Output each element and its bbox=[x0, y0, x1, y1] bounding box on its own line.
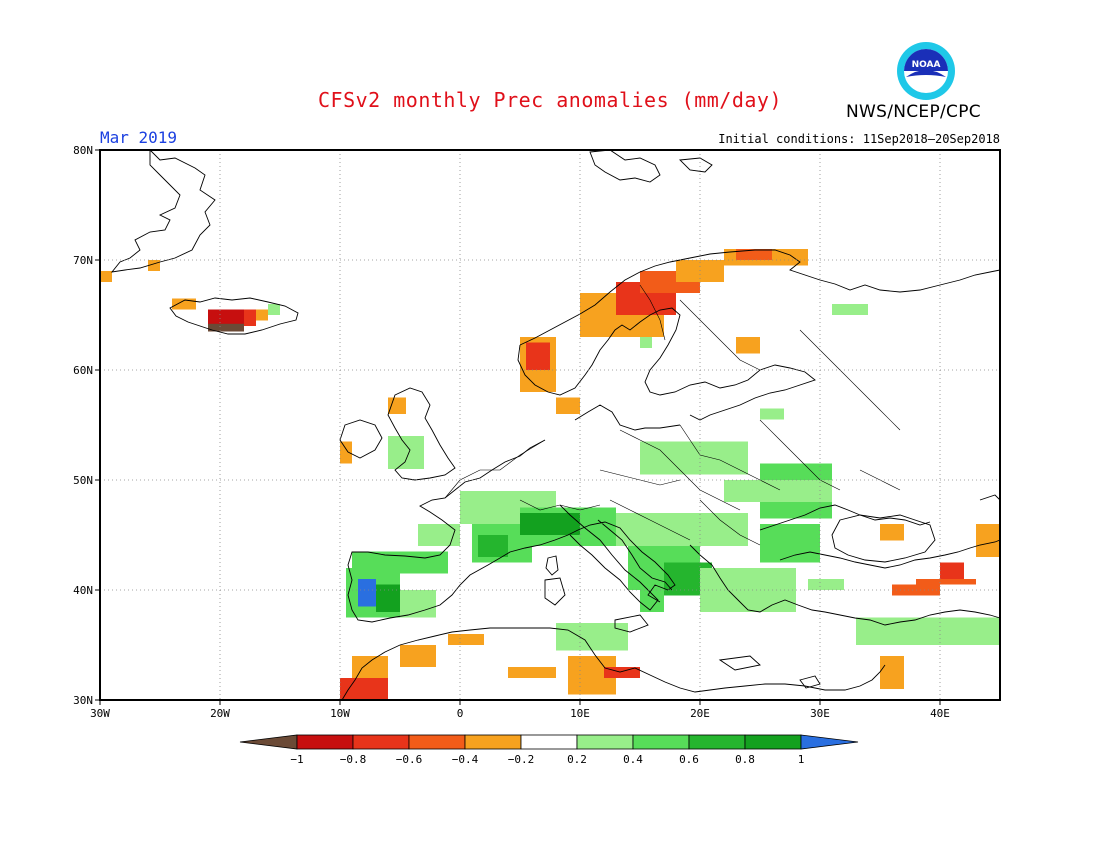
anomaly-cell bbox=[640, 337, 652, 348]
lat-tick-label: 50N bbox=[73, 474, 93, 487]
legend-label: −0.4 bbox=[452, 753, 479, 766]
anomaly-cell bbox=[244, 309, 256, 326]
anomaly-cell bbox=[358, 579, 376, 607]
longitude-labels: 30W 20W 10W 0 10E 20E 30E 40E bbox=[90, 700, 950, 720]
anomaly-cell bbox=[556, 397, 580, 414]
lat-tick-label: 40N bbox=[73, 584, 93, 597]
anomaly-cell bbox=[880, 656, 904, 689]
latitude-labels: 30N 40N 50N 60N 70N 80N bbox=[73, 144, 100, 707]
legend-label: 0.8 bbox=[735, 753, 755, 766]
legend-bin bbox=[688, 734, 746, 750]
map-title: CFSv2 monthly Prec anomalies (mm/day) bbox=[317, 88, 783, 112]
legend-label: −1 bbox=[290, 753, 303, 766]
legend-bin bbox=[296, 734, 354, 750]
anomaly-cell bbox=[640, 441, 748, 475]
legend-label: −0.8 bbox=[340, 753, 367, 766]
anomaly-cells bbox=[100, 249, 1000, 700]
legend-bin bbox=[744, 734, 802, 750]
lon-tick-label: 30W bbox=[90, 707, 110, 720]
lat-tick-label: 30N bbox=[73, 694, 93, 707]
lon-tick-label: 30E bbox=[810, 707, 830, 720]
anomaly-cell bbox=[508, 667, 556, 678]
anomaly-cell bbox=[520, 513, 580, 535]
anomaly-cell bbox=[526, 342, 550, 370]
anomaly-cell bbox=[376, 584, 400, 612]
anomaly-cell bbox=[856, 617, 1000, 645]
anomaly-cell bbox=[172, 298, 196, 310]
anomaly-cell bbox=[880, 524, 904, 541]
lat-tick-label: 70N bbox=[73, 254, 93, 267]
anomaly-cell bbox=[388, 436, 424, 469]
anomaly-cell bbox=[448, 634, 484, 645]
anomaly-cell bbox=[940, 562, 964, 579]
legend-bin bbox=[576, 734, 634, 750]
agency-label: NWS/NCEP/CPC bbox=[846, 102, 981, 122]
anomaly-cell bbox=[736, 249, 772, 260]
initial-conditions: Initial conditions: 11Sep2018–20Sep2018 bbox=[718, 132, 1000, 146]
anomaly-cell bbox=[256, 309, 268, 321]
map-frame bbox=[99, 149, 1001, 701]
anomaly-cell bbox=[400, 645, 436, 667]
legend-label: 0.2 bbox=[567, 753, 587, 766]
legend-bin bbox=[352, 734, 410, 750]
anomaly-cell bbox=[808, 579, 844, 590]
lon-tick-label: 0 bbox=[457, 707, 464, 720]
lat-tick-label: 60N bbox=[73, 364, 93, 377]
color-legend: −1 −0.8 −0.6 −0.4 −0.2 0.2 0.4 0.6 0.8 1 bbox=[239, 734, 859, 766]
anomaly-cell bbox=[418, 524, 460, 546]
anomaly-cell bbox=[916, 579, 976, 585]
anomaly-cell bbox=[148, 260, 160, 271]
anomaly-cell bbox=[388, 397, 406, 414]
legend-bin bbox=[408, 734, 466, 750]
lon-tick-label: 10W bbox=[330, 707, 350, 720]
lon-tick-label: 10E bbox=[570, 707, 590, 720]
lon-tick-label: 40E bbox=[930, 707, 950, 720]
legend-label: −0.6 bbox=[396, 753, 423, 766]
anomaly-cell bbox=[100, 271, 112, 282]
coastlines bbox=[110, 148, 1001, 701]
legend-bin bbox=[464, 734, 522, 750]
anomaly-cell bbox=[976, 524, 1000, 557]
legend-label: 0.4 bbox=[623, 753, 643, 766]
anomaly-cell bbox=[352, 656, 388, 678]
lon-tick-label: 20E bbox=[690, 707, 710, 720]
anomaly-cell bbox=[736, 337, 760, 354]
legend-label: 0.6 bbox=[679, 753, 699, 766]
anomaly-cell bbox=[616, 513, 748, 546]
anomaly-cell bbox=[400, 590, 436, 618]
anomaly-cell bbox=[340, 678, 388, 700]
anomaly-cell bbox=[724, 480, 832, 502]
anomaly-cell bbox=[760, 408, 784, 420]
legend-bin bbox=[520, 734, 578, 750]
anomaly-cell bbox=[556, 623, 628, 651]
anomaly-cell bbox=[478, 535, 508, 557]
legend-bin-low bbox=[239, 734, 298, 750]
anomaly-cell bbox=[760, 524, 820, 563]
lon-tick-label: 20W bbox=[210, 707, 230, 720]
anomaly-cell bbox=[208, 323, 244, 332]
anomaly-cell bbox=[640, 590, 664, 612]
lat-tick-label: 80N bbox=[73, 144, 93, 157]
legend-bin bbox=[632, 734, 690, 750]
legend-label: −0.2 bbox=[508, 753, 535, 766]
noaa-logo-icon: NOAA bbox=[897, 42, 955, 100]
legend-bin-high bbox=[800, 734, 859, 750]
anomaly-cell bbox=[832, 304, 868, 315]
anomaly-cell bbox=[268, 304, 280, 315]
logo-text: NOAA bbox=[912, 60, 941, 70]
anomaly-cell bbox=[340, 441, 352, 464]
legend-label: 1 bbox=[798, 753, 805, 766]
anomaly-cell bbox=[604, 667, 640, 678]
forecast-month: Mar 2019 bbox=[100, 128, 178, 147]
